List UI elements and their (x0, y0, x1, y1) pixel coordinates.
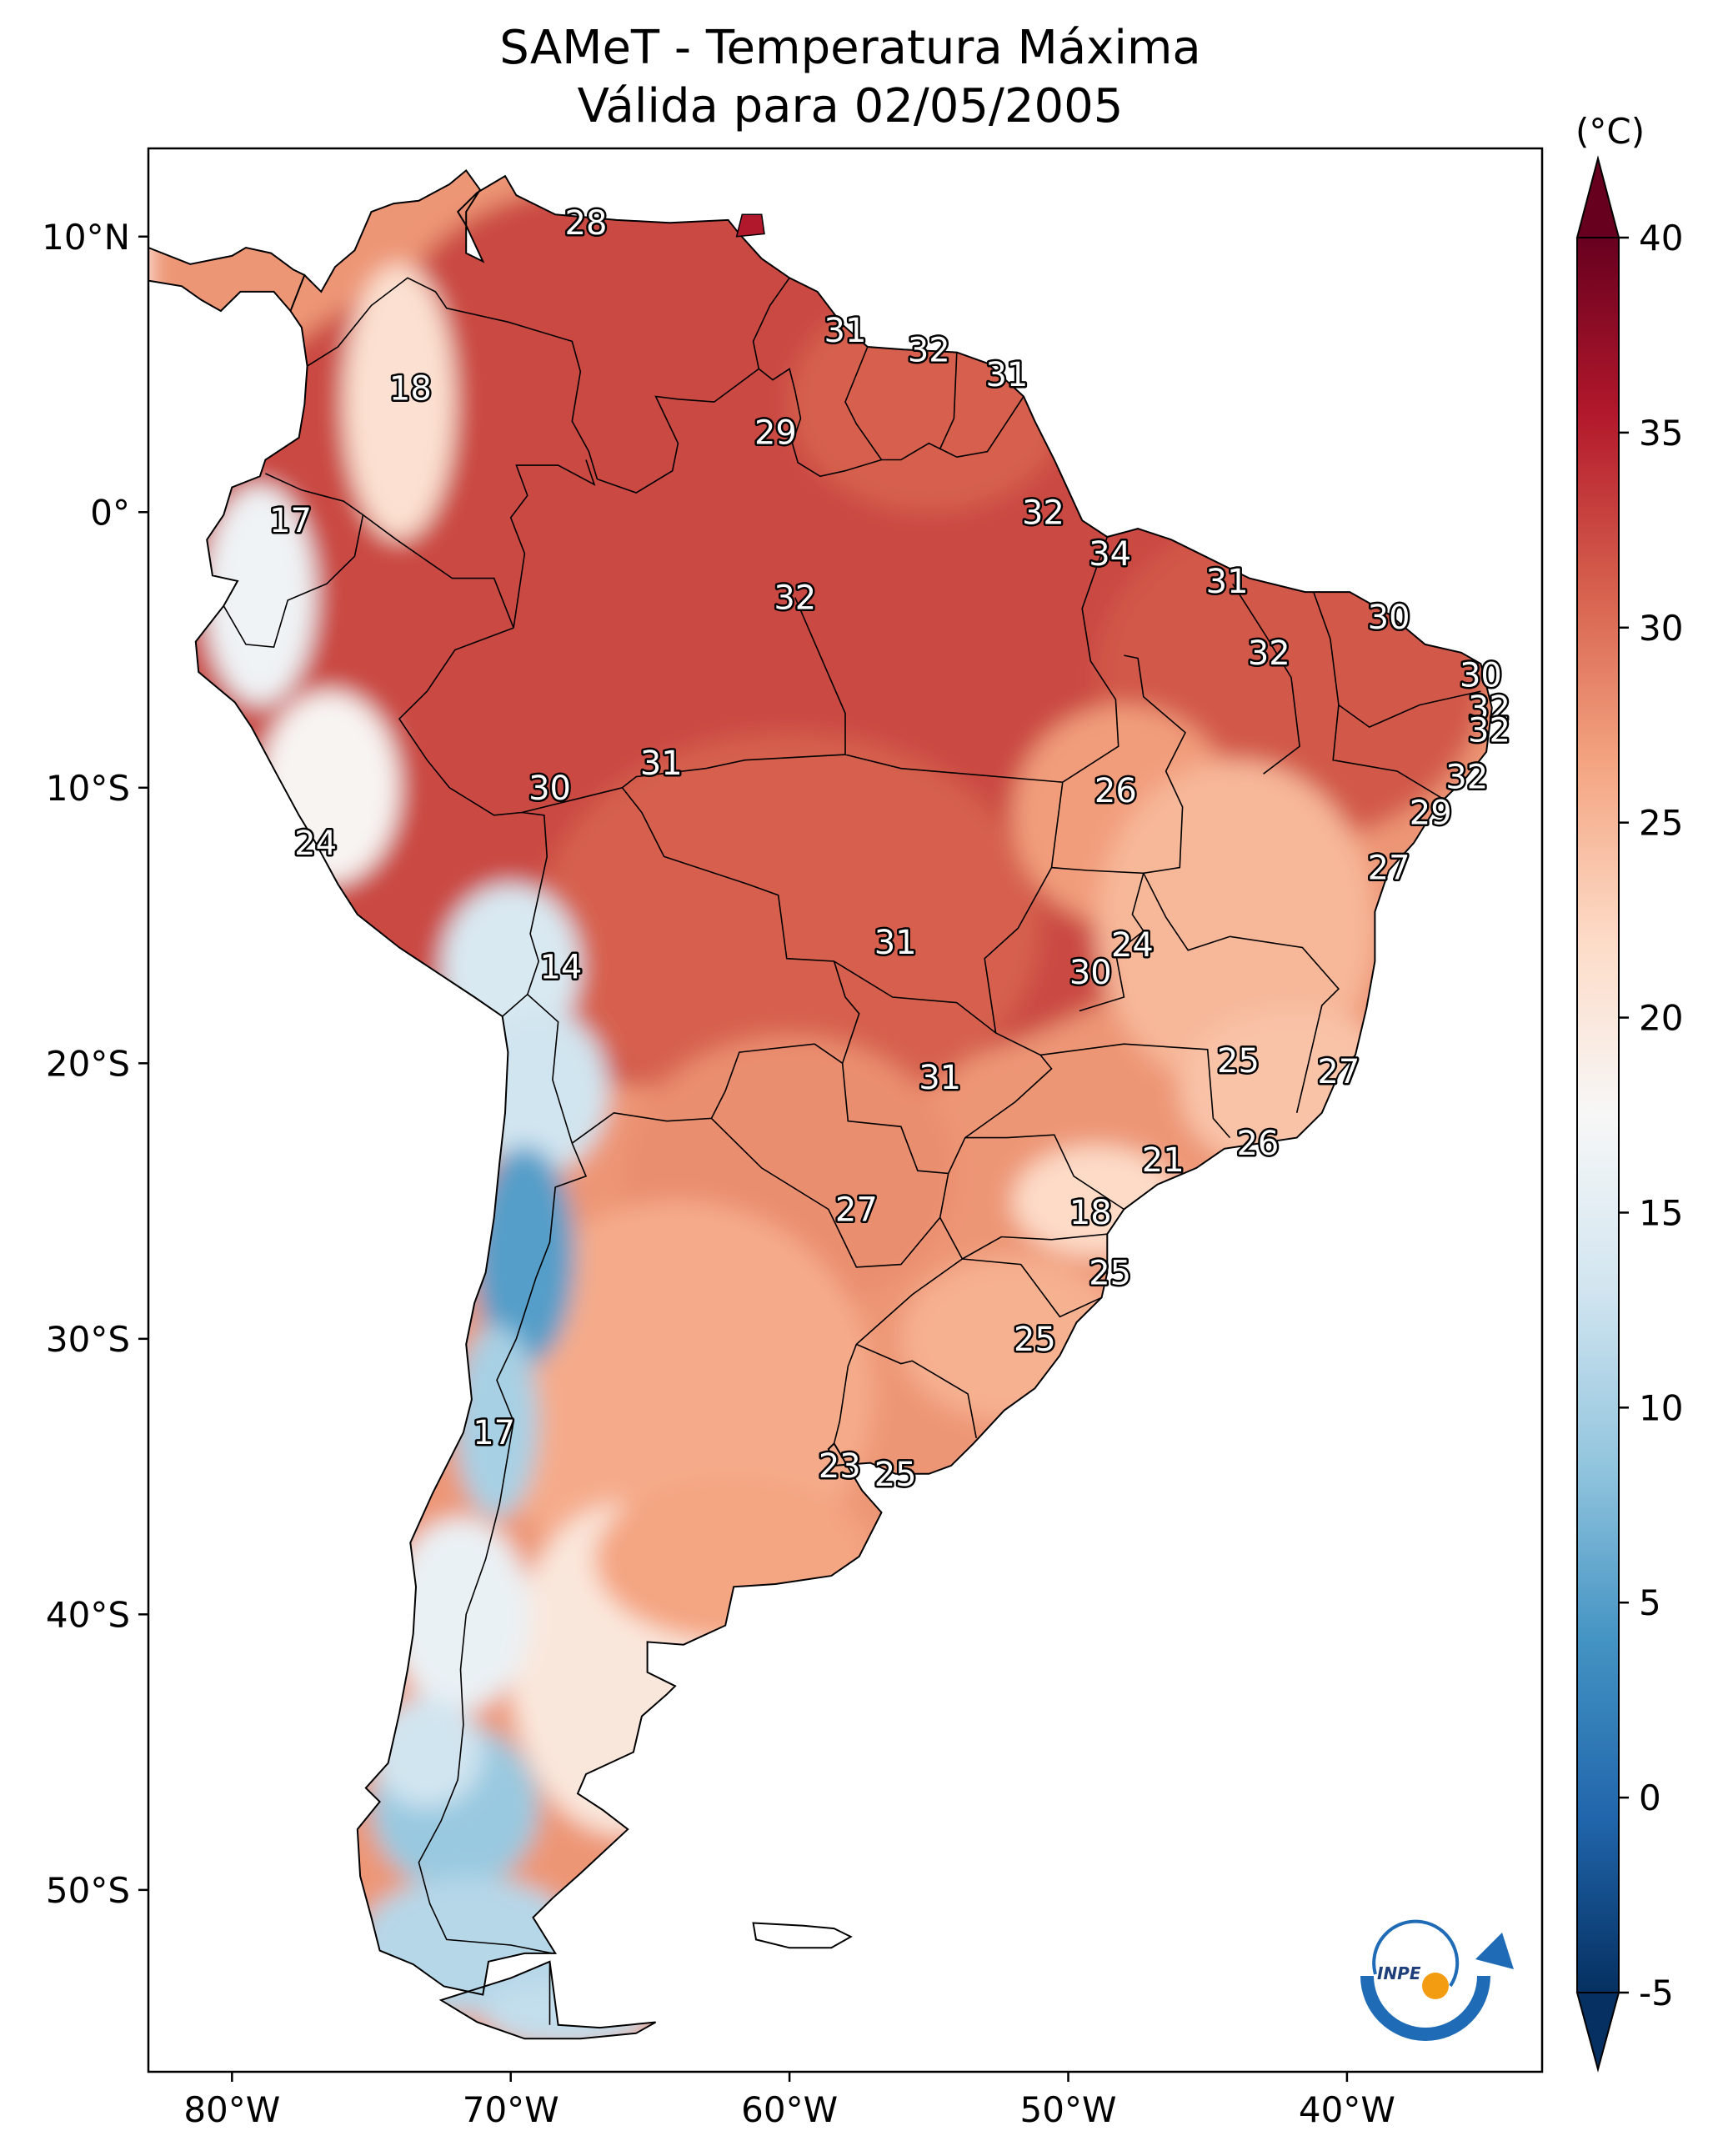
station-value-label: 31 (1206, 563, 1249, 601)
station-value-label: 31 (824, 312, 867, 350)
station-value-label: 27 (835, 1191, 878, 1229)
colorbar-tick-label: 0 (1639, 1777, 1661, 1818)
map-title: SAMeT - Temperatura Máxima (499, 21, 1201, 75)
station-value-label: 25 (874, 1456, 917, 1494)
station-value-label: 29 (1410, 795, 1452, 833)
lat-tick-label: 20°S (46, 1043, 130, 1084)
map-frame (147, 147, 1544, 2073)
country-borders (223, 277, 1481, 2025)
lat-tick-label: 10°N (42, 217, 130, 258)
lat-tick-label: 30°S (46, 1319, 130, 1360)
station-value-label: 27 (1317, 1053, 1360, 1091)
station-value-label: 21 (1142, 1141, 1185, 1180)
lat-tick-label: 10°S (46, 768, 130, 809)
station-value-label: 31 (919, 1059, 961, 1097)
logo-arc-icon (1360, 1975, 1490, 2041)
station-value-label: 24 (1111, 926, 1154, 965)
station-value-label: 31 (874, 924, 917, 962)
station-value-label: 31 (985, 356, 1028, 394)
colorbar: (°C) 40 35 30 25 20 15 10 5 0 -5 (1575, 111, 1683, 2073)
colorbar-ticks: 40 35 30 25 20 15 10 5 0 -5 (1619, 218, 1683, 2013)
lon-tick-label: 40°W (1299, 2089, 1395, 2130)
islands (735, 213, 853, 1949)
lon-tick-label: 70°W (463, 2089, 559, 2130)
station-value-label: 32 (1022, 494, 1064, 532)
station-value-label: 32 (1468, 689, 1510, 728)
inpe-logo: INPE (1360, 1919, 1514, 2041)
station-value-label: 18 (389, 370, 432, 409)
logo-ring-icon (1372, 1919, 1460, 1988)
colorbar-tick-label: 40 (1639, 218, 1683, 258)
map-subtitle: Válida para 02/05/2005 (577, 79, 1124, 133)
station-value-label: 34 (1089, 535, 1131, 574)
station-value-label: 17 (269, 502, 312, 540)
lat-tick-label: 50°S (46, 1870, 130, 1911)
station-value-label: 26 (1236, 1125, 1279, 1163)
trinidad-island (735, 213, 765, 238)
station-value-label: 25 (1089, 1255, 1131, 1293)
lon-tick-label: 50°W (1020, 2089, 1117, 2130)
colorbar-min-extension (1575, 1992, 1620, 2073)
station-value-label: 25 (1014, 1321, 1056, 1359)
colorbar-max-extension (1575, 155, 1620, 238)
coastline (148, 168, 1493, 2040)
logo-arrow-icon (1475, 1933, 1514, 1969)
station-value-label: 27 (1368, 850, 1410, 888)
latitude-axis: 10°N 0° 10°S 20°S 30°S 40°S 50°S (42, 217, 148, 1911)
colorbar-tick-label: 15 (1639, 1192, 1683, 1233)
station-value-label: 28 (565, 204, 608, 243)
station-value-label: 17 (473, 1414, 515, 1452)
lat-tick-label: 0° (90, 492, 130, 533)
station-value-label: 25 (1217, 1042, 1260, 1081)
station-value-label: 30 (528, 770, 571, 808)
colorbar-outline (1576, 238, 1620, 1993)
lat-tick-label: 40°S (46, 1594, 130, 1635)
station-value-label: 24 (294, 825, 337, 863)
station-value-label: 26 (1094, 772, 1137, 810)
station-value-label: 32 (1445, 759, 1488, 797)
colorbar-tick-label: 20 (1639, 998, 1683, 1039)
station-value-label: 29 (754, 414, 797, 452)
colorbar-body (1577, 238, 1619, 1993)
station-value-label: 30 (1069, 954, 1112, 992)
colorbar-unit: (°C) (1575, 111, 1645, 152)
station-value-label: 18 (1069, 1194, 1112, 1232)
colorbar-tick-label: 10 (1639, 1387, 1683, 1428)
lon-tick-label: 80°W (183, 2089, 280, 2130)
station-value-label: 30 (1368, 599, 1410, 637)
station-value-label: 32 (1248, 634, 1290, 673)
longitude-axis: 80°W 70°W 60°W 50°W 40°W (183, 2072, 1395, 2130)
colorbar-tick-label: 25 (1639, 803, 1683, 844)
station-value-label: 32 (1468, 711, 1510, 750)
station-value-label: 14 (539, 949, 582, 987)
colorbar-tick-label: 5 (1639, 1582, 1661, 1623)
colorbar-tick-label: 35 (1639, 413, 1683, 454)
station-value-label: 23 (819, 1447, 861, 1486)
colorbar-tick-label: -5 (1639, 1973, 1674, 2013)
station-value-label: 31 (640, 745, 683, 783)
falkland-islands (752, 1922, 853, 1949)
station-value-label: 32 (774, 579, 816, 618)
station-value-label: 30 (1460, 656, 1502, 694)
lon-tick-label: 60°W (741, 2089, 838, 2130)
logo-dot-icon (1422, 1973, 1449, 1999)
station-value-label: 32 (908, 331, 950, 369)
colorbar-tick-label: 30 (1639, 608, 1683, 649)
logo-text: INPE (1377, 1963, 1421, 1983)
